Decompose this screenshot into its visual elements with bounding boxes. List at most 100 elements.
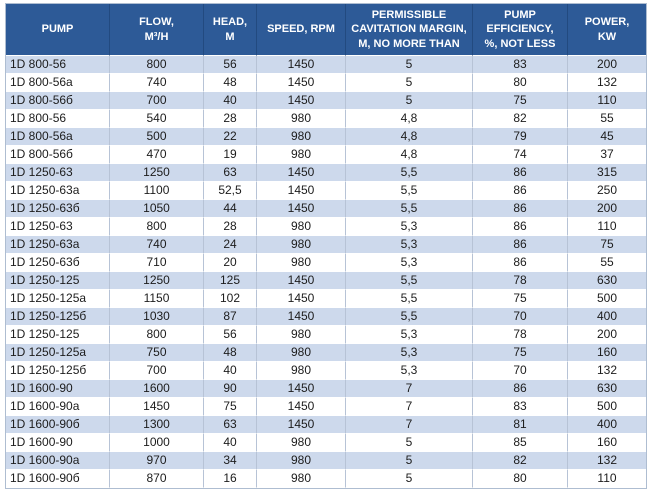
table-row: 1D 1250-63б 1050 44 1450 5,5 86 200	[6, 200, 646, 218]
cell-head: 52,5	[204, 182, 257, 200]
cell-cavitation: 5,3	[346, 362, 473, 380]
table-row: 1D 800-56a 740 48 1450 5 80 132	[6, 74, 646, 92]
cell-flow: 970	[110, 452, 204, 470]
cell-flow: 540	[110, 110, 204, 128]
cell-head: 24	[204, 236, 257, 254]
table-row: 1D 800-56 800 56 1450 5 83 200	[6, 56, 646, 74]
cell-cavitation: 5	[346, 74, 473, 92]
cell-flow: 1300	[110, 416, 204, 434]
cell-cavitation: 5	[346, 470, 473, 488]
cell-pump: 1D 1250-125	[6, 272, 110, 290]
cell-power: 160	[568, 434, 646, 452]
cell-pump: 1D 800-56a	[6, 128, 110, 146]
cell-head: 44	[204, 200, 257, 218]
cell-efficiency: 81	[473, 416, 568, 434]
cell-cavitation: 7	[346, 416, 473, 434]
cell-pump: 1D 800-56	[6, 110, 110, 128]
cell-cavitation: 5,5	[346, 308, 473, 326]
cell-head: 22	[204, 128, 257, 146]
cell-head: 40	[204, 434, 257, 452]
cell-flow: 1100	[110, 182, 204, 200]
cell-head: 56	[204, 326, 257, 344]
cell-power: 400	[568, 308, 646, 326]
cell-pump: 1D 1600-90a	[6, 452, 110, 470]
table-row: 1D 800-56 540 28 980 4,8 82 55	[6, 110, 646, 128]
cell-head: 16	[204, 470, 257, 488]
cell-efficiency: 75	[473, 92, 568, 110]
table-row: 1D 1250-63 1250 63 1450 5,5 86 315	[6, 164, 646, 182]
cell-efficiency: 75	[473, 290, 568, 308]
cell-flow: 700	[110, 362, 204, 380]
cell-efficiency: 80	[473, 470, 568, 488]
cell-flow: 800	[110, 218, 204, 236]
cell-speed: 980	[257, 452, 346, 470]
cell-pump: 1D 1600-90	[6, 380, 110, 398]
cell-head: 90	[204, 380, 257, 398]
cell-power: 200	[568, 326, 646, 344]
cell-pump: 1D 1250-125б	[6, 308, 110, 326]
table-body: 1D 800-56 800 56 1450 5 83 200 1D 800-56a 740 48 1…	[6, 56, 646, 488]
table-row: 1D 1250-63 800 28 980 5,3 86 110	[6, 218, 646, 236]
cell-cavitation: 5	[346, 452, 473, 470]
cell-speed: 1450	[257, 416, 346, 434]
cell-flow: 1600	[110, 380, 204, 398]
table-row: 1D 1600-90 1600 90 1450 7 86 630	[6, 380, 646, 398]
cell-head: 75	[204, 398, 257, 416]
cell-cavitation: 7	[346, 398, 473, 416]
cell-efficiency: 86	[473, 182, 568, 200]
cell-head: 19	[204, 146, 257, 164]
cell-efficiency: 70	[473, 362, 568, 380]
cell-cavitation: 4,8	[346, 146, 473, 164]
cell-power: 630	[568, 272, 646, 290]
cell-flow: 800	[110, 326, 204, 344]
cell-head: 28	[204, 218, 257, 236]
table-row: 1D 1600-90a 1450 75 1450 7 83 500	[6, 398, 646, 416]
cell-cavitation: 5	[346, 92, 473, 110]
cell-head: 56	[204, 56, 257, 74]
cell-cavitation: 5,5	[346, 164, 473, 182]
cell-pump: 1D 1250-63a	[6, 236, 110, 254]
cell-speed: 980	[257, 146, 346, 164]
cell-efficiency: 83	[473, 398, 568, 416]
cell-cavitation: 5,5	[346, 290, 473, 308]
table-row: 1D 1250-125 800 56 980 5,3 78 200	[6, 326, 646, 344]
cell-efficiency: 75	[473, 344, 568, 362]
table-row: 1D 1250-125a 750 48 980 5,3 75 160	[6, 344, 646, 362]
cell-pump: 1D 1250-63б	[6, 254, 110, 272]
cell-flow: 1250	[110, 272, 204, 290]
cell-speed: 1450	[257, 182, 346, 200]
cell-head: 48	[204, 74, 257, 92]
cell-head: 125	[204, 272, 257, 290]
col-header-cavitation: PERMISSIBLE CAVITATION MARGIN, M, NO MOR…	[346, 4, 473, 56]
cell-efficiency: 79	[473, 128, 568, 146]
cell-head: 63	[204, 164, 257, 182]
cell-flow: 1150	[110, 290, 204, 308]
cell-speed: 980	[257, 110, 346, 128]
cell-pump: 1D 1250-63	[6, 218, 110, 236]
table-row: 1D 1250-125 1250 125 1450 5,5 78 630	[6, 272, 646, 290]
cell-power: 315	[568, 164, 646, 182]
table-header: PUMP FLOW, M³/H HEAD, M SPEED, RPM PERMI…	[6, 4, 646, 56]
col-header-speed: SPEED, RPM	[257, 4, 346, 56]
col-header-efficiency: PUMP EFFICIENCY, %, NOT LESS	[473, 4, 568, 56]
cell-power: 500	[568, 290, 646, 308]
cell-speed: 1450	[257, 200, 346, 218]
cell-efficiency: 86	[473, 254, 568, 272]
cell-power: 45	[568, 128, 646, 146]
cell-pump: 1D 1250-63a	[6, 182, 110, 200]
cell-cavitation: 5,5	[346, 200, 473, 218]
cell-power: 160	[568, 344, 646, 362]
cell-power: 132	[568, 452, 646, 470]
cell-flow: 740	[110, 236, 204, 254]
cell-pump: 1D 1250-125б	[6, 362, 110, 380]
table-row: 1D 1250-125a 1150 102 1450 5,5 75 500	[6, 290, 646, 308]
cell-efficiency: 80	[473, 74, 568, 92]
cell-efficiency: 78	[473, 272, 568, 290]
cell-speed: 980	[257, 326, 346, 344]
cell-cavitation: 4,8	[346, 128, 473, 146]
cell-speed: 1450	[257, 398, 346, 416]
cell-flow: 710	[110, 254, 204, 272]
cell-power: 132	[568, 362, 646, 380]
table-row: 1D 800-56б 700 40 1450 5 75 110	[6, 92, 646, 110]
cell-speed: 980	[257, 344, 346, 362]
